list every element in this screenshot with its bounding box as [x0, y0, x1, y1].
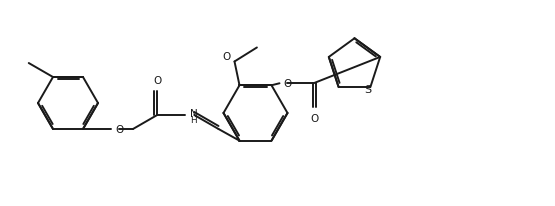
- Text: N: N: [190, 108, 198, 118]
- Text: O: O: [311, 114, 319, 123]
- Text: O: O: [222, 52, 230, 62]
- Text: O: O: [115, 124, 123, 134]
- Text: O: O: [153, 76, 162, 86]
- Text: H: H: [190, 116, 197, 125]
- Text: O: O: [284, 79, 292, 89]
- Text: S: S: [364, 85, 371, 95]
